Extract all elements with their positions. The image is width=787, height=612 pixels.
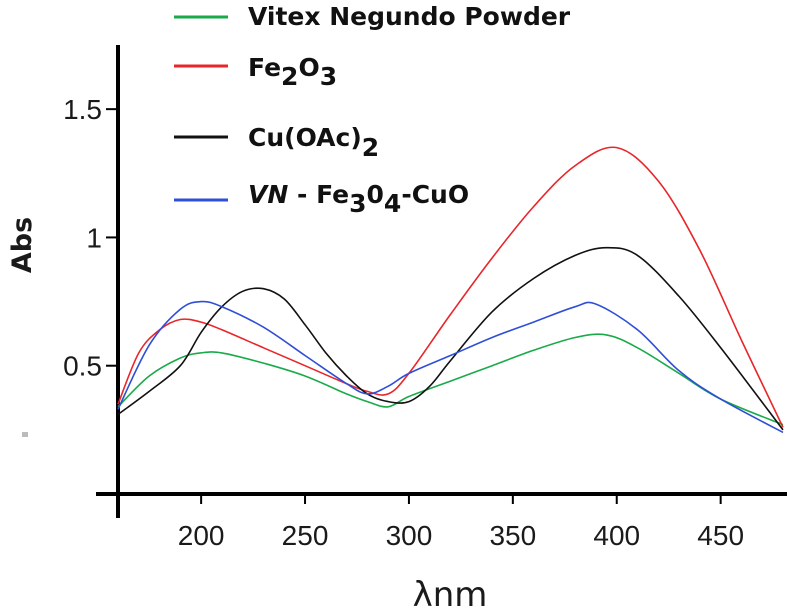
y-tick-label: 0.5 [63,351,102,382]
legend-item: Fe2O3 [174,53,337,91]
x-axis-title: λnm [413,575,488,612]
svg-text:Cu(OAc)2: Cu(OAc)2 [248,123,379,162]
series-line [117,333,784,426]
legend-label-italic: VN [248,180,288,209]
x-tick-label: 250 [282,520,329,551]
y-axis-title: Abs [7,217,38,273]
legend-label: Fe [248,53,281,82]
legend-subscript: 4 [384,189,401,218]
x-tick-label: 450 [697,520,744,551]
svg-text:Vitex Negundo Powder: Vitex Negundo Powder [248,2,571,31]
legend-label: Vitex Negundo Powder [248,2,571,31]
svg-text:Fe2O3: Fe2O3 [248,53,337,91]
y-tick-label: 1 [86,222,102,253]
legend-subscript: 2 [362,133,379,162]
legend-subscript: 3 [349,189,366,218]
legend-item: Vitex Negundo Powder [174,2,571,31]
x-tick-label: 350 [489,520,536,551]
series-line [117,300,784,434]
legend-subscript: 2 [281,62,298,91]
faint-mark [22,432,28,437]
legend: Vitex Negundo Powder Fe2O3 Cu(OAc)2 VN -… [174,2,571,218]
tick-group: 200 250 300 350 400 450 0.5 1 1.5 [63,94,744,551]
series-line [117,146,784,428]
x-tick-label: 400 [593,520,640,551]
x-tick-label: 300 [386,520,433,551]
legend-subscript: 3 [320,62,337,91]
series-line [117,246,784,431]
legend-label-mid: O [298,53,319,82]
legend-item: VN - Fe304-CuO [174,180,469,218]
series-group [117,146,784,434]
x-tick-label: 200 [178,520,225,551]
legend-item: Cu(OAc)2 [174,123,379,162]
legend-label: Cu(OAc) [248,123,362,152]
y-tick-label: 1.5 [63,94,102,125]
legend-label-tail: -CuO [401,180,469,209]
legend-label: - Fe [288,180,349,209]
legend-label-mid: 0 [367,180,384,209]
svg-text:VN - Fe304-CuO: VN - Fe304-CuO [248,180,469,218]
